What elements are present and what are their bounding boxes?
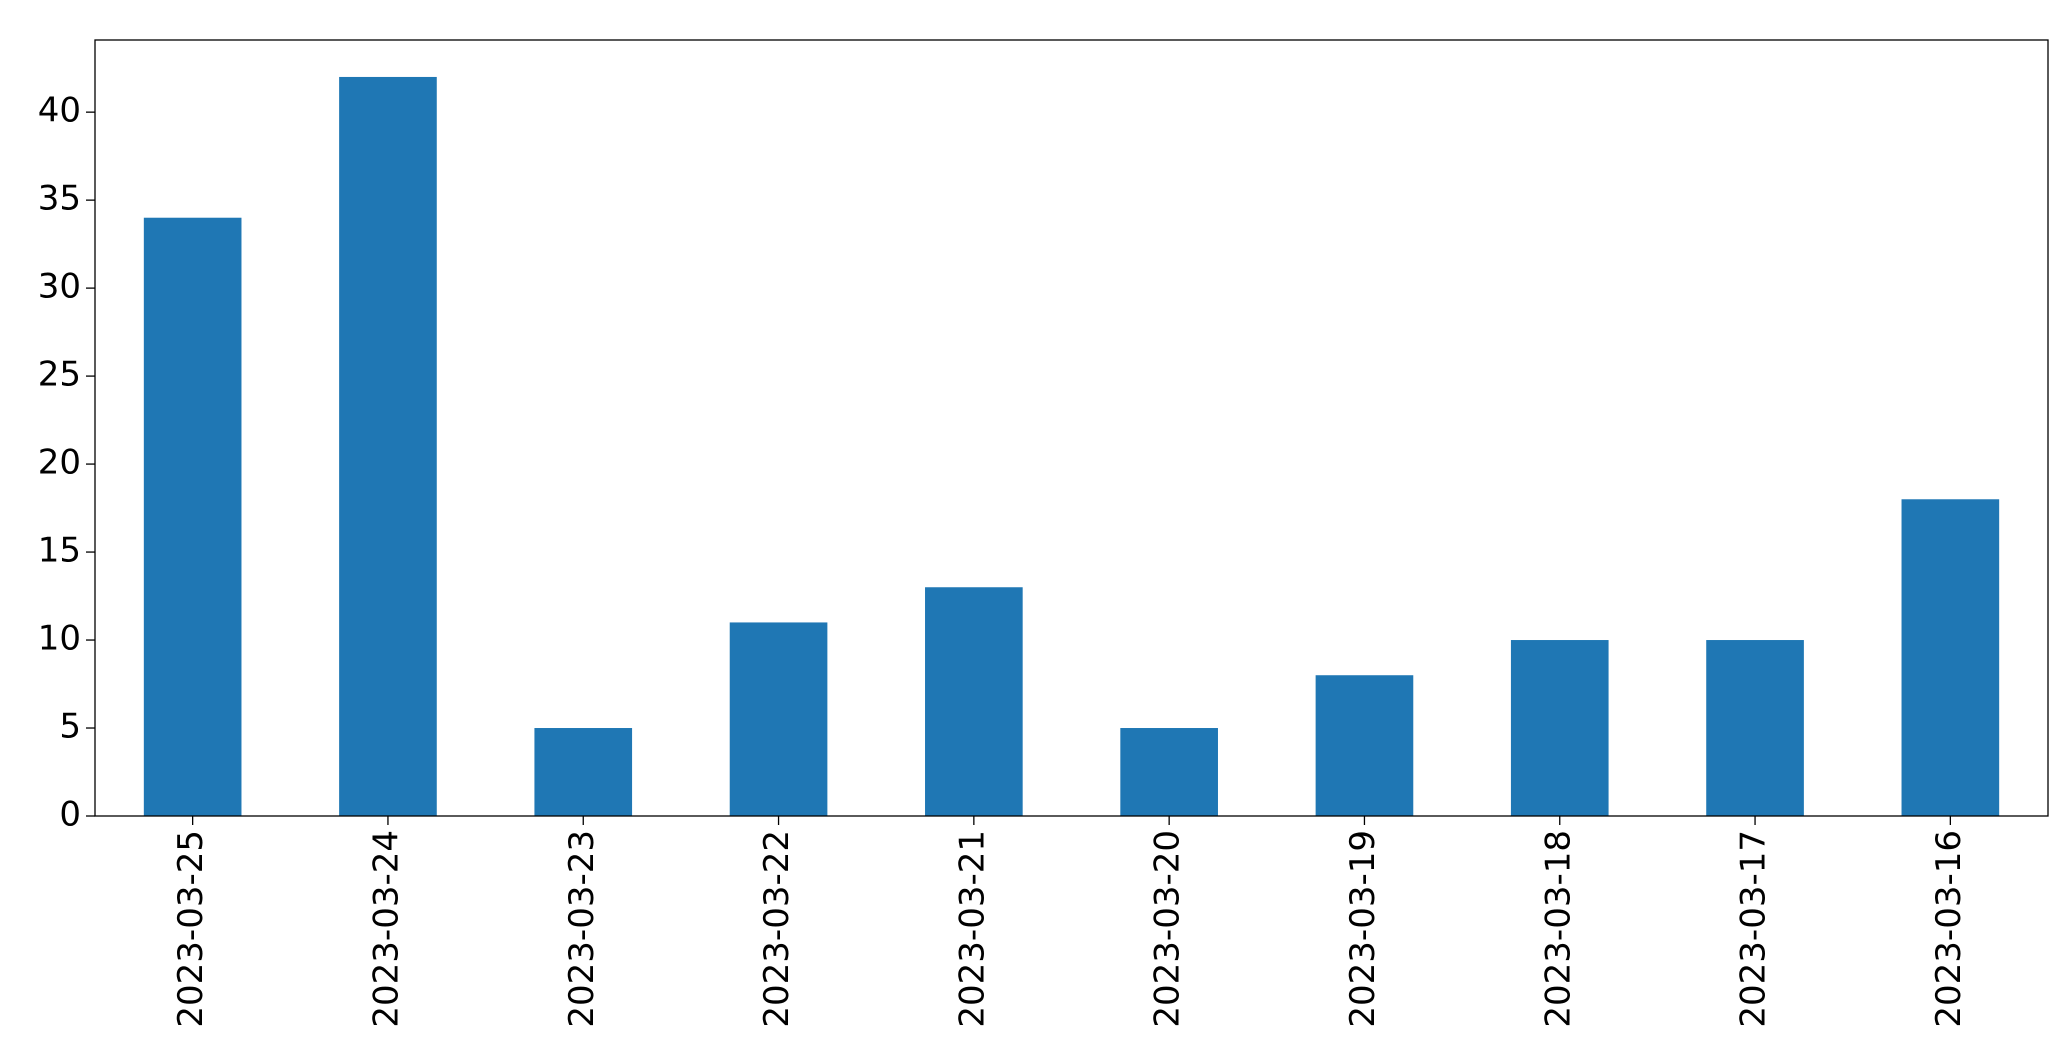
bar xyxy=(1315,675,1414,816)
x-tick-label: 2023-03-21 xyxy=(952,830,992,1028)
x-tick-label: 2023-03-17 xyxy=(1734,830,1774,1028)
axes-frame xyxy=(94,39,2049,817)
y-tick-label: 10 xyxy=(38,619,81,659)
bar xyxy=(534,728,633,816)
bar xyxy=(339,76,437,816)
x-tick-label: 2023-03-18 xyxy=(1538,830,1578,1028)
x-tick-label: 2023-03-16 xyxy=(1929,830,1969,1028)
x-tick-label: 2023-03-20 xyxy=(1148,830,1188,1028)
x-tick-label: 2023-03-24 xyxy=(366,830,406,1028)
bar xyxy=(729,622,828,816)
y-tick-label: 15 xyxy=(38,531,81,571)
x-tick-label: 2023-03-23 xyxy=(562,830,602,1028)
y-tick-label: 30 xyxy=(38,267,81,307)
x-tick-label: 2023-03-25 xyxy=(171,830,211,1028)
y-tick-label: 20 xyxy=(38,443,81,483)
bar xyxy=(143,217,242,816)
y-tick-label: 0 xyxy=(59,795,81,835)
x-tick-label: 2023-03-19 xyxy=(1343,830,1383,1028)
y-tick-label: 25 xyxy=(38,355,81,395)
bar xyxy=(1120,728,1218,816)
y-tick-label: 40 xyxy=(38,91,81,131)
bar xyxy=(1706,640,1804,816)
y-tick-label: 35 xyxy=(38,179,81,219)
x-tick-label: 2023-03-22 xyxy=(757,830,797,1028)
bar xyxy=(1510,640,1609,816)
bar xyxy=(925,587,1023,816)
y-tick-label: 5 xyxy=(59,707,81,747)
bar xyxy=(1901,499,2000,816)
